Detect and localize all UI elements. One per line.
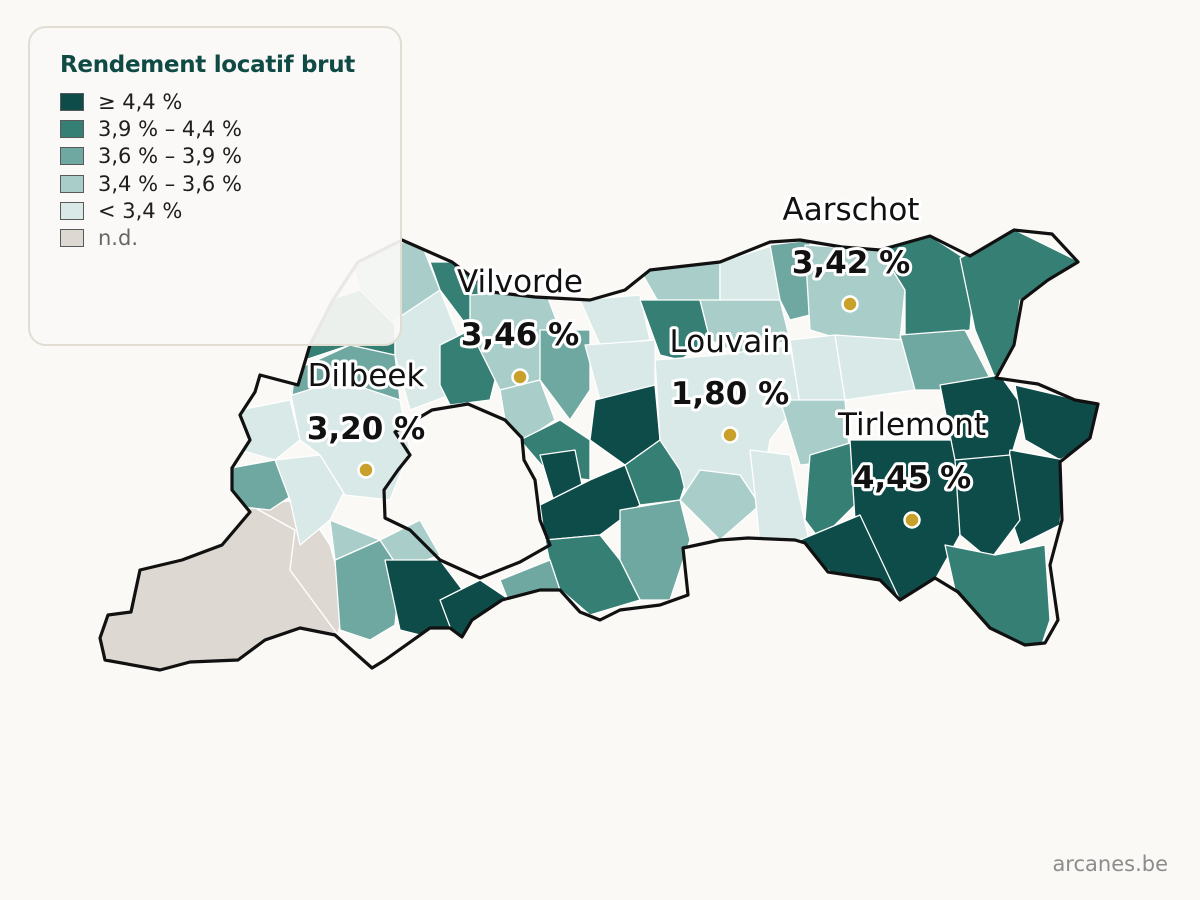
city-name-louvain: Louvain [670, 324, 791, 360]
city-value-louvain: 1,80 % [671, 376, 789, 412]
city-value-tirlemont: 4,45 % [853, 460, 971, 496]
municipality-louvain-n [699, 299, 791, 356]
city-markers [357, 295, 921, 529]
legend-label: 3,9 % – 4,4 % [98, 116, 242, 141]
legend-label: 3,4 % – 3,6 % [98, 171, 242, 196]
legend-item: < 3,4 % [60, 197, 400, 224]
city-name-aarschot: Aarschot [783, 192, 920, 228]
legend-item: ≥ 4,4 % [60, 88, 400, 115]
city-labels: Aarschot 3,42 % Vilvorde 3,46 % Louvain … [304, 189, 989, 499]
legend-swatch [60, 174, 84, 193]
legend-item: 3,6 % – 3,9 % [60, 143, 400, 170]
legend-label: < 3,4 % [98, 198, 183, 223]
city-name-dilbeek: Dilbeek [308, 358, 425, 394]
legend-item: 3,4 % – 3,6 % [60, 170, 400, 197]
city-value-aarschot: 3,42 % [792, 245, 910, 281]
city-name-vilvorde: Vilvorde [457, 264, 583, 300]
legend-label: n.d. [98, 226, 138, 251]
legend-swatch [60, 147, 84, 166]
legend-label: ≥ 4,4 % [98, 89, 183, 114]
city-value-vilvorde: 3,46 % [461, 317, 579, 353]
legend-item: n.d. [60, 224, 400, 251]
legend-label: 3,6 % – 3,9 % [98, 144, 242, 169]
municipality-east-1 [1014, 384, 1098, 461]
municipality-vilvorde-e [539, 329, 591, 421]
city-name-tirlemont: Tirlemont [837, 407, 986, 443]
legend-swatch [60, 119, 84, 138]
municipality-east-3 [954, 454, 1021, 561]
legend-swatch [60, 92, 84, 111]
legend-item: 3,9 % – 4,4 % [60, 115, 400, 142]
city-marker-louvain [721, 426, 739, 444]
municipality-louvain-s [679, 469, 761, 541]
legend-title: Rendement locatif brut [60, 52, 355, 78]
map-legend: Rendement locatif brut ≥ 4,4 % 3,9 % – 4… [28, 26, 402, 346]
municipality-tirlemont-n [939, 374, 1026, 461]
source-credit[interactable]: arcanes.be [1052, 852, 1168, 876]
legend-swatch [60, 201, 84, 220]
municipality-south-3 [329, 519, 381, 561]
city-marker-dilbeek [357, 461, 375, 479]
city-marker-aarschot [841, 295, 859, 313]
city-marker-vilvorde [511, 368, 529, 386]
municipality-dilbeek-w [239, 399, 301, 461]
province-outline [98, 228, 1100, 672]
legend-swatch [60, 229, 84, 248]
municipality-louvain-nw [639, 299, 711, 361]
city-marker-tirlemont [903, 511, 921, 529]
city-value-dilbeek: 3,20 % [307, 411, 425, 447]
